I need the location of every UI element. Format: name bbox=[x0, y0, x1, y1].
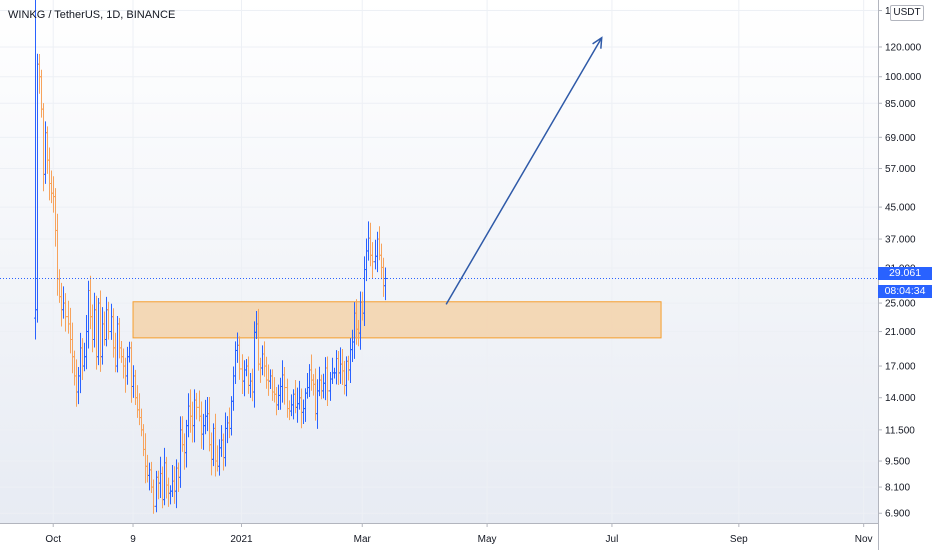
support-zone bbox=[132, 301, 662, 339]
x-tick-label: Mar bbox=[354, 534, 372, 545]
y-tick-label: 6.900 bbox=[885, 509, 910, 520]
y-tick-label: 25.000 bbox=[885, 299, 916, 310]
countdown-label: 08:04:34 bbox=[878, 285, 932, 298]
y-tick-label: 14.000 bbox=[885, 393, 916, 404]
y-tick-label: 21.000 bbox=[885, 327, 916, 338]
y-tick-label: 37.000 bbox=[885, 235, 916, 246]
x-tick-label: Nov bbox=[855, 534, 873, 545]
plot-background bbox=[0, 0, 878, 523]
ohlc-bar bbox=[64, 293, 67, 332]
ohlc-bar bbox=[195, 392, 198, 420]
y-tick-label: 11.500 bbox=[885, 425, 915, 436]
y-tick-label: 57.000 bbox=[885, 164, 916, 175]
ohlc-bar bbox=[238, 336, 241, 380]
x-tick-label: Oct bbox=[45, 534, 61, 545]
x-tick-label: Jul bbox=[606, 534, 619, 545]
y-tick-label: 45.000 bbox=[885, 203, 916, 214]
last-price-label: 29.061 bbox=[878, 267, 932, 280]
ohlc-bar bbox=[384, 267, 387, 301]
x-tick-label: 9 bbox=[130, 534, 136, 545]
y-tick-label: 120.000 bbox=[885, 42, 922, 53]
ohlc-bar bbox=[371, 242, 374, 279]
y-tick-label: 9.500 bbox=[885, 457, 910, 468]
currency-button[interactable]: USDT bbox=[890, 5, 924, 21]
trend-arrow-head bbox=[592, 36, 603, 49]
y-tick-label: 69.000 bbox=[885, 133, 916, 144]
ohlc-bar bbox=[283, 366, 286, 405]
ohlc-bar bbox=[152, 479, 155, 514]
ohlc-bar bbox=[326, 356, 329, 407]
y-tick-label: 100.000 bbox=[885, 72, 922, 83]
y-tick-label: 8.100 bbox=[885, 483, 910, 494]
x-tick-label: Sep bbox=[730, 534, 748, 545]
x-tick-label: May bbox=[478, 534, 497, 545]
chart-title: WINKG / TetherUS, 1D, BINANCE bbox=[8, 9, 176, 21]
ohlc-bar bbox=[107, 301, 110, 340]
x-tick-label: 2021 bbox=[230, 534, 253, 545]
trend-arrow-line bbox=[445, 37, 603, 305]
y-tick-label: 85.000 bbox=[885, 99, 916, 110]
y-tick-label: 17.000 bbox=[885, 362, 916, 373]
